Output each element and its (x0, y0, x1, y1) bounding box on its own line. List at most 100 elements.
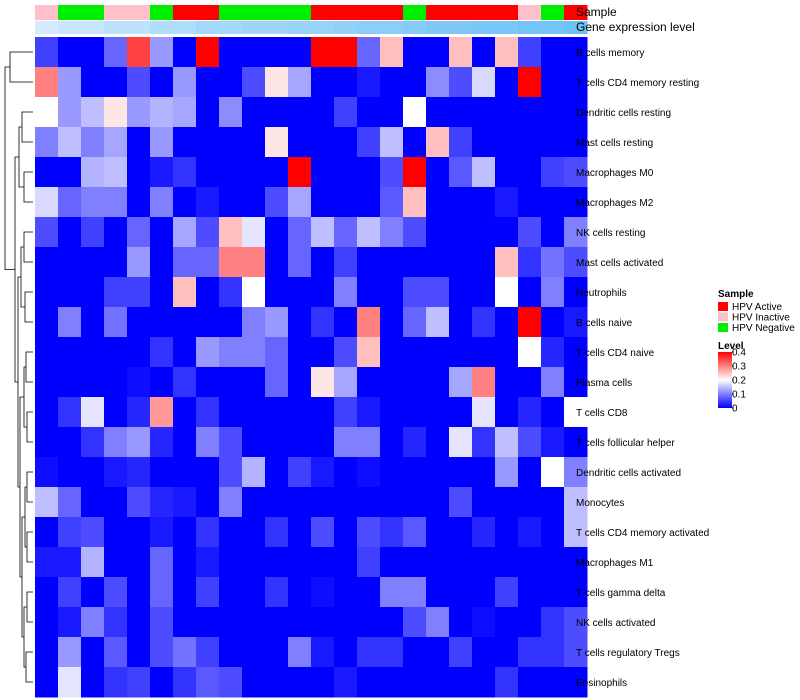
gene-expression-cell (472, 21, 496, 34)
heatmap-cell (357, 427, 381, 458)
heatmap-cell (288, 217, 312, 248)
heatmap-cell (265, 217, 289, 248)
heatmap-cell (564, 157, 588, 188)
row-label: NK cells resting (576, 228, 645, 239)
heatmap-cell (219, 247, 243, 278)
heatmap-cell (127, 517, 151, 548)
heatmap-cell (81, 37, 105, 68)
heatmap-cell (58, 67, 82, 98)
heatmap-cell (173, 577, 197, 608)
heatmap-cell (311, 217, 335, 248)
heatmap-cell (242, 457, 266, 488)
sample-annotation-cell (196, 5, 220, 20)
heatmap-cell (472, 577, 496, 608)
heatmap-cell (518, 577, 542, 608)
heatmap-cell (288, 637, 312, 668)
heatmap-cell (196, 217, 220, 248)
heatmap-cell (242, 577, 266, 608)
heatmap-cell (495, 517, 519, 548)
legend-swatch (718, 302, 728, 311)
heatmap-cell (288, 427, 312, 458)
heatmap-cell (104, 127, 128, 158)
heatmap-cell (219, 457, 243, 488)
heatmap-cell (449, 37, 473, 68)
heatmap-cell (426, 67, 450, 98)
heatmap-cell (150, 427, 174, 458)
heatmap-cell (219, 487, 243, 518)
heatmap-cell (127, 607, 151, 638)
heatmap-cell (472, 157, 496, 188)
heatmap-cell (518, 67, 542, 98)
heatmap-cell (518, 457, 542, 488)
heatmap-cell (127, 97, 151, 128)
row-label: NK cells activated (576, 618, 655, 629)
heatmap-cell (518, 187, 542, 218)
dendrogram-branch (26, 471, 33, 503)
heatmap-cell (127, 187, 151, 218)
heatmap-cell (495, 637, 519, 668)
heatmap-cell (173, 637, 197, 668)
annotation-label-gene-expression: Gene expression level (576, 20, 695, 34)
heatmap-cell (426, 187, 450, 218)
heatmap-cell (242, 247, 266, 278)
heatmap-cell (380, 187, 404, 218)
gene-expression-cell (564, 21, 588, 34)
heatmap-cell (403, 247, 427, 278)
heatmap-cell (196, 517, 220, 548)
heatmap-cell (311, 607, 335, 638)
sample-annotation-cell (173, 5, 197, 20)
heatmap-cell (426, 247, 450, 278)
heatmap-cell (265, 97, 289, 128)
heatmap-cell (495, 247, 519, 278)
heatmap-cell (403, 577, 427, 608)
heatmap-cell (58, 547, 82, 578)
dendrogram-branch (23, 231, 33, 263)
heatmap-cell (311, 427, 335, 458)
heatmap-cell (173, 217, 197, 248)
heatmap-cell (564, 427, 588, 458)
legend-swatch (718, 312, 728, 322)
heatmap-cell (518, 427, 542, 458)
heatmap-cell (380, 157, 404, 188)
heatmap-cell (81, 487, 105, 518)
heatmap-cell (426, 457, 450, 488)
heatmap-cell (334, 247, 358, 278)
heatmap-cell (173, 607, 197, 638)
heatmap-cell (426, 427, 450, 458)
heatmap-cell (334, 97, 358, 128)
heatmap-cell (426, 307, 450, 338)
heatmap-cell (403, 157, 427, 188)
heatmap-cell (104, 337, 128, 368)
heatmap-cell (288, 187, 312, 218)
heatmap-cell (495, 67, 519, 98)
heatmap-cell (449, 187, 473, 218)
heatmap-cell (311, 97, 335, 128)
heatmap-cell (357, 277, 381, 308)
heatmap-cell (380, 247, 404, 278)
heatmap-cell (495, 427, 519, 458)
heatmap-cell (288, 487, 312, 518)
heatmap-cell (472, 217, 496, 248)
heatmap-cell (380, 397, 404, 428)
sample-annotation-cell (472, 5, 496, 20)
heatmap-cell (150, 397, 174, 428)
heatmap-cell (127, 37, 151, 68)
heatmap-cell (104, 37, 128, 68)
heatmap-cell (104, 217, 128, 248)
heatmap-cell (196, 67, 220, 98)
heatmap-cell (426, 397, 450, 428)
heatmap-cell (150, 457, 174, 488)
heatmap-cell (449, 547, 473, 578)
heatmap-cell (380, 547, 404, 578)
heatmap-cell (242, 157, 266, 188)
heatmap-cell (150, 277, 174, 308)
gene-expression-cell (242, 21, 266, 34)
dendrogram-branch (17, 276, 21, 488)
heatmap-cell (81, 427, 105, 458)
heatmap-cell (242, 517, 266, 548)
row-label: Neutrophils (576, 288, 627, 299)
heatmap-cell (219, 307, 243, 338)
heatmap-cell (495, 367, 519, 398)
